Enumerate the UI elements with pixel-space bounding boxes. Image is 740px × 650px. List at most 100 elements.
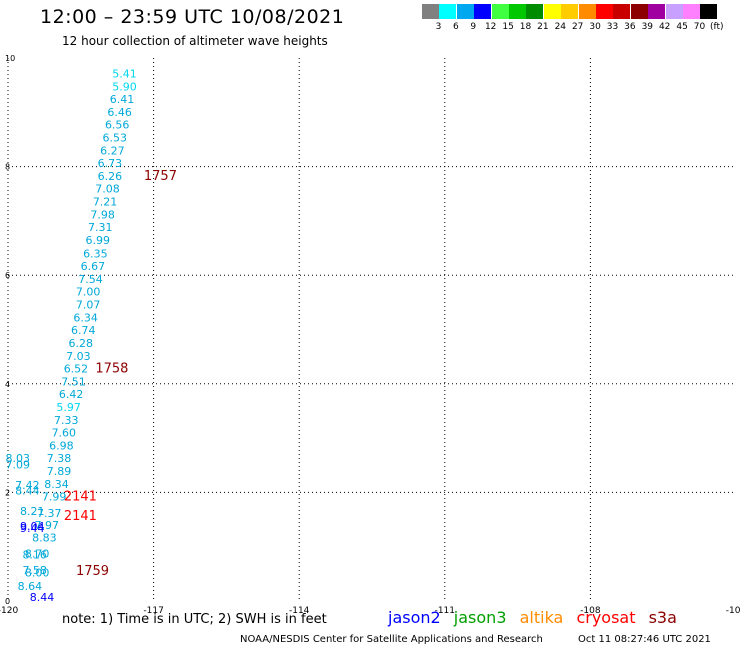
wave-height-label: 7.60: [52, 426, 77, 439]
wave-height-label: 8.34: [44, 478, 69, 491]
grid-layer: [7, 58, 736, 601]
wave-height-label: 7.09: [5, 459, 30, 472]
wave-height-label: 6.56: [105, 119, 130, 132]
legend-swatch: [648, 4, 666, 19]
legend-swatch: [613, 4, 631, 19]
wave-height-label: 5.97: [56, 401, 81, 414]
chart-title: 12:00 – 23:59 UTC 10/08/2021: [40, 6, 345, 28]
legend-swatch: [491, 4, 509, 19]
wave-height-label: 8.83: [32, 531, 57, 544]
wave-height-label: 7.99: [42, 491, 67, 504]
legend-label: 12: [484, 22, 497, 32]
legend-label: 42: [658, 22, 671, 32]
legend-label: 21: [537, 22, 549, 32]
x-tick-label: -120: [0, 606, 18, 616]
legend-label: 15: [502, 22, 514, 32]
wave-height-label: 8.70: [25, 548, 50, 561]
wave-height-label: 7.38: [47, 452, 72, 465]
x-tick-label: -114: [289, 606, 310, 616]
satellite-jason3: jason3: [453, 608, 507, 627]
wave-height-label: 8.44: [15, 485, 40, 498]
satellite-jason2: jason2: [388, 608, 441, 627]
wave-height-label: 7.89: [47, 465, 72, 478]
legend-swatch: [474, 4, 492, 19]
legend-swatch: [665, 4, 683, 19]
wave-height-label: 6.28: [69, 337, 94, 350]
wave-height-label: 7.37: [37, 507, 62, 520]
legend-swatch: [439, 4, 457, 19]
y-tick-label: 8: [5, 163, 10, 172]
y-tick-label: 0: [5, 597, 10, 606]
x-tick-label: -108: [580, 606, 601, 616]
wave-height-label: 7.51: [61, 375, 86, 388]
wave-height-label: 6.42: [59, 388, 84, 401]
wave-height-label: 9.04: [20, 520, 45, 533]
wave-height-label: 7.08: [95, 183, 120, 196]
wave-height-label: 6.46: [107, 106, 132, 119]
y-tick-label: 4: [5, 380, 10, 389]
wave-height-label: 7.03: [66, 350, 91, 363]
satellite-legend: jason2 jason3 altika cryosat s3a: [388, 608, 685, 627]
wave-height-label: 7.98: [90, 209, 115, 222]
y-tick-label: 2: [5, 488, 10, 497]
wave-height-label: 6.73: [98, 157, 123, 170]
legend-swatch: [683, 4, 700, 19]
chart-subtitle: 12 hour collection of altimeter wave hei…: [62, 34, 328, 48]
generated-timestamp: Oct 11 08:27:46 UTC 2021: [578, 634, 711, 645]
legend-swatch: [422, 4, 439, 19]
wave-height-label: 6.26: [98, 170, 123, 183]
legend-label: 18: [519, 22, 532, 32]
legend-label: 30: [589, 22, 601, 32]
wave-height-label: 6.53: [103, 132, 128, 145]
wave-height-label: 7.31: [88, 221, 113, 234]
wave-height-label: 6.98: [49, 440, 74, 453]
time-label: 2141: [64, 490, 97, 505]
legend-swatch: [578, 4, 596, 19]
legend-label: 6: [453, 22, 459, 32]
legend-label: 36: [624, 22, 636, 32]
x-tick-label: -117: [143, 606, 163, 616]
legend-swatch: [596, 4, 613, 19]
y-tick-label: 10: [5, 54, 15, 63]
wave-height-label: 6.74: [71, 324, 96, 337]
wave-height-label: 7.54: [78, 273, 103, 286]
wave-height-label: 5.41: [112, 68, 137, 81]
wave-height-label: 7.42: [15, 479, 40, 492]
legend-unit: (ft): [710, 22, 724, 32]
wave-height-label: 8.21: [20, 505, 45, 518]
wave-height-label: 7.33: [54, 414, 79, 427]
time-label: 1758: [95, 361, 128, 376]
y-tick-label: 6: [5, 271, 10, 280]
wave-height-label: 5.90: [112, 81, 137, 94]
legend-label: 33: [606, 22, 619, 32]
wave-height-label: 8.64: [18, 580, 43, 593]
wave-height-label: 8.00: [25, 567, 50, 580]
wave-height-label: 6.27: [100, 145, 125, 158]
wave-height-label: 8.44: [30, 591, 55, 604]
wave-height-label: 7.07: [76, 298, 101, 311]
legend-label: 24: [554, 22, 567, 32]
x-tick-label: -111: [435, 606, 455, 616]
legend-swatch: [700, 4, 718, 19]
wave-height-label: 7.97: [35, 519, 60, 532]
wave-height-label: 6.35: [83, 247, 108, 260]
legend-label: 3: [435, 22, 442, 32]
legend-swatch: [456, 4, 474, 19]
wave-height-label: 6.99: [86, 234, 111, 247]
color-legend: 3 6 9 12 15 18 21 24 27 30 33 36 39 42 45 70 (ft): [422, 4, 732, 40]
wave-height-label: 9.44: [20, 522, 45, 535]
legend-label: 9: [470, 22, 477, 32]
satellite-cryosat: cryosat: [576, 608, 636, 627]
wave-height-label: 8.16: [22, 549, 47, 562]
credit-line: NOAA/NESDIS Center for Satellite Applica…: [240, 634, 543, 645]
wave-height-label: 7.21: [93, 196, 118, 209]
time-label: 2141: [64, 509, 97, 524]
wave-height-label: 6.41: [110, 93, 135, 106]
wave-height-label: 7.58: [22, 564, 47, 577]
legend-swatch: [561, 4, 579, 19]
satellite-altika: altika: [519, 608, 564, 627]
legend-swatch: [509, 4, 526, 19]
point-layer: 5.415.906.416.466.566.536.276.736.267.08…: [5, 68, 136, 604]
